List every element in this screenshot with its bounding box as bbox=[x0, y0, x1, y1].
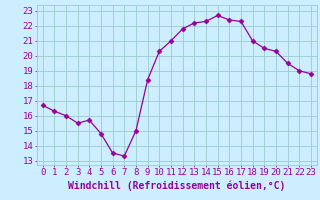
X-axis label: Windchill (Refroidissement éolien,°C): Windchill (Refroidissement éolien,°C) bbox=[68, 180, 285, 191]
